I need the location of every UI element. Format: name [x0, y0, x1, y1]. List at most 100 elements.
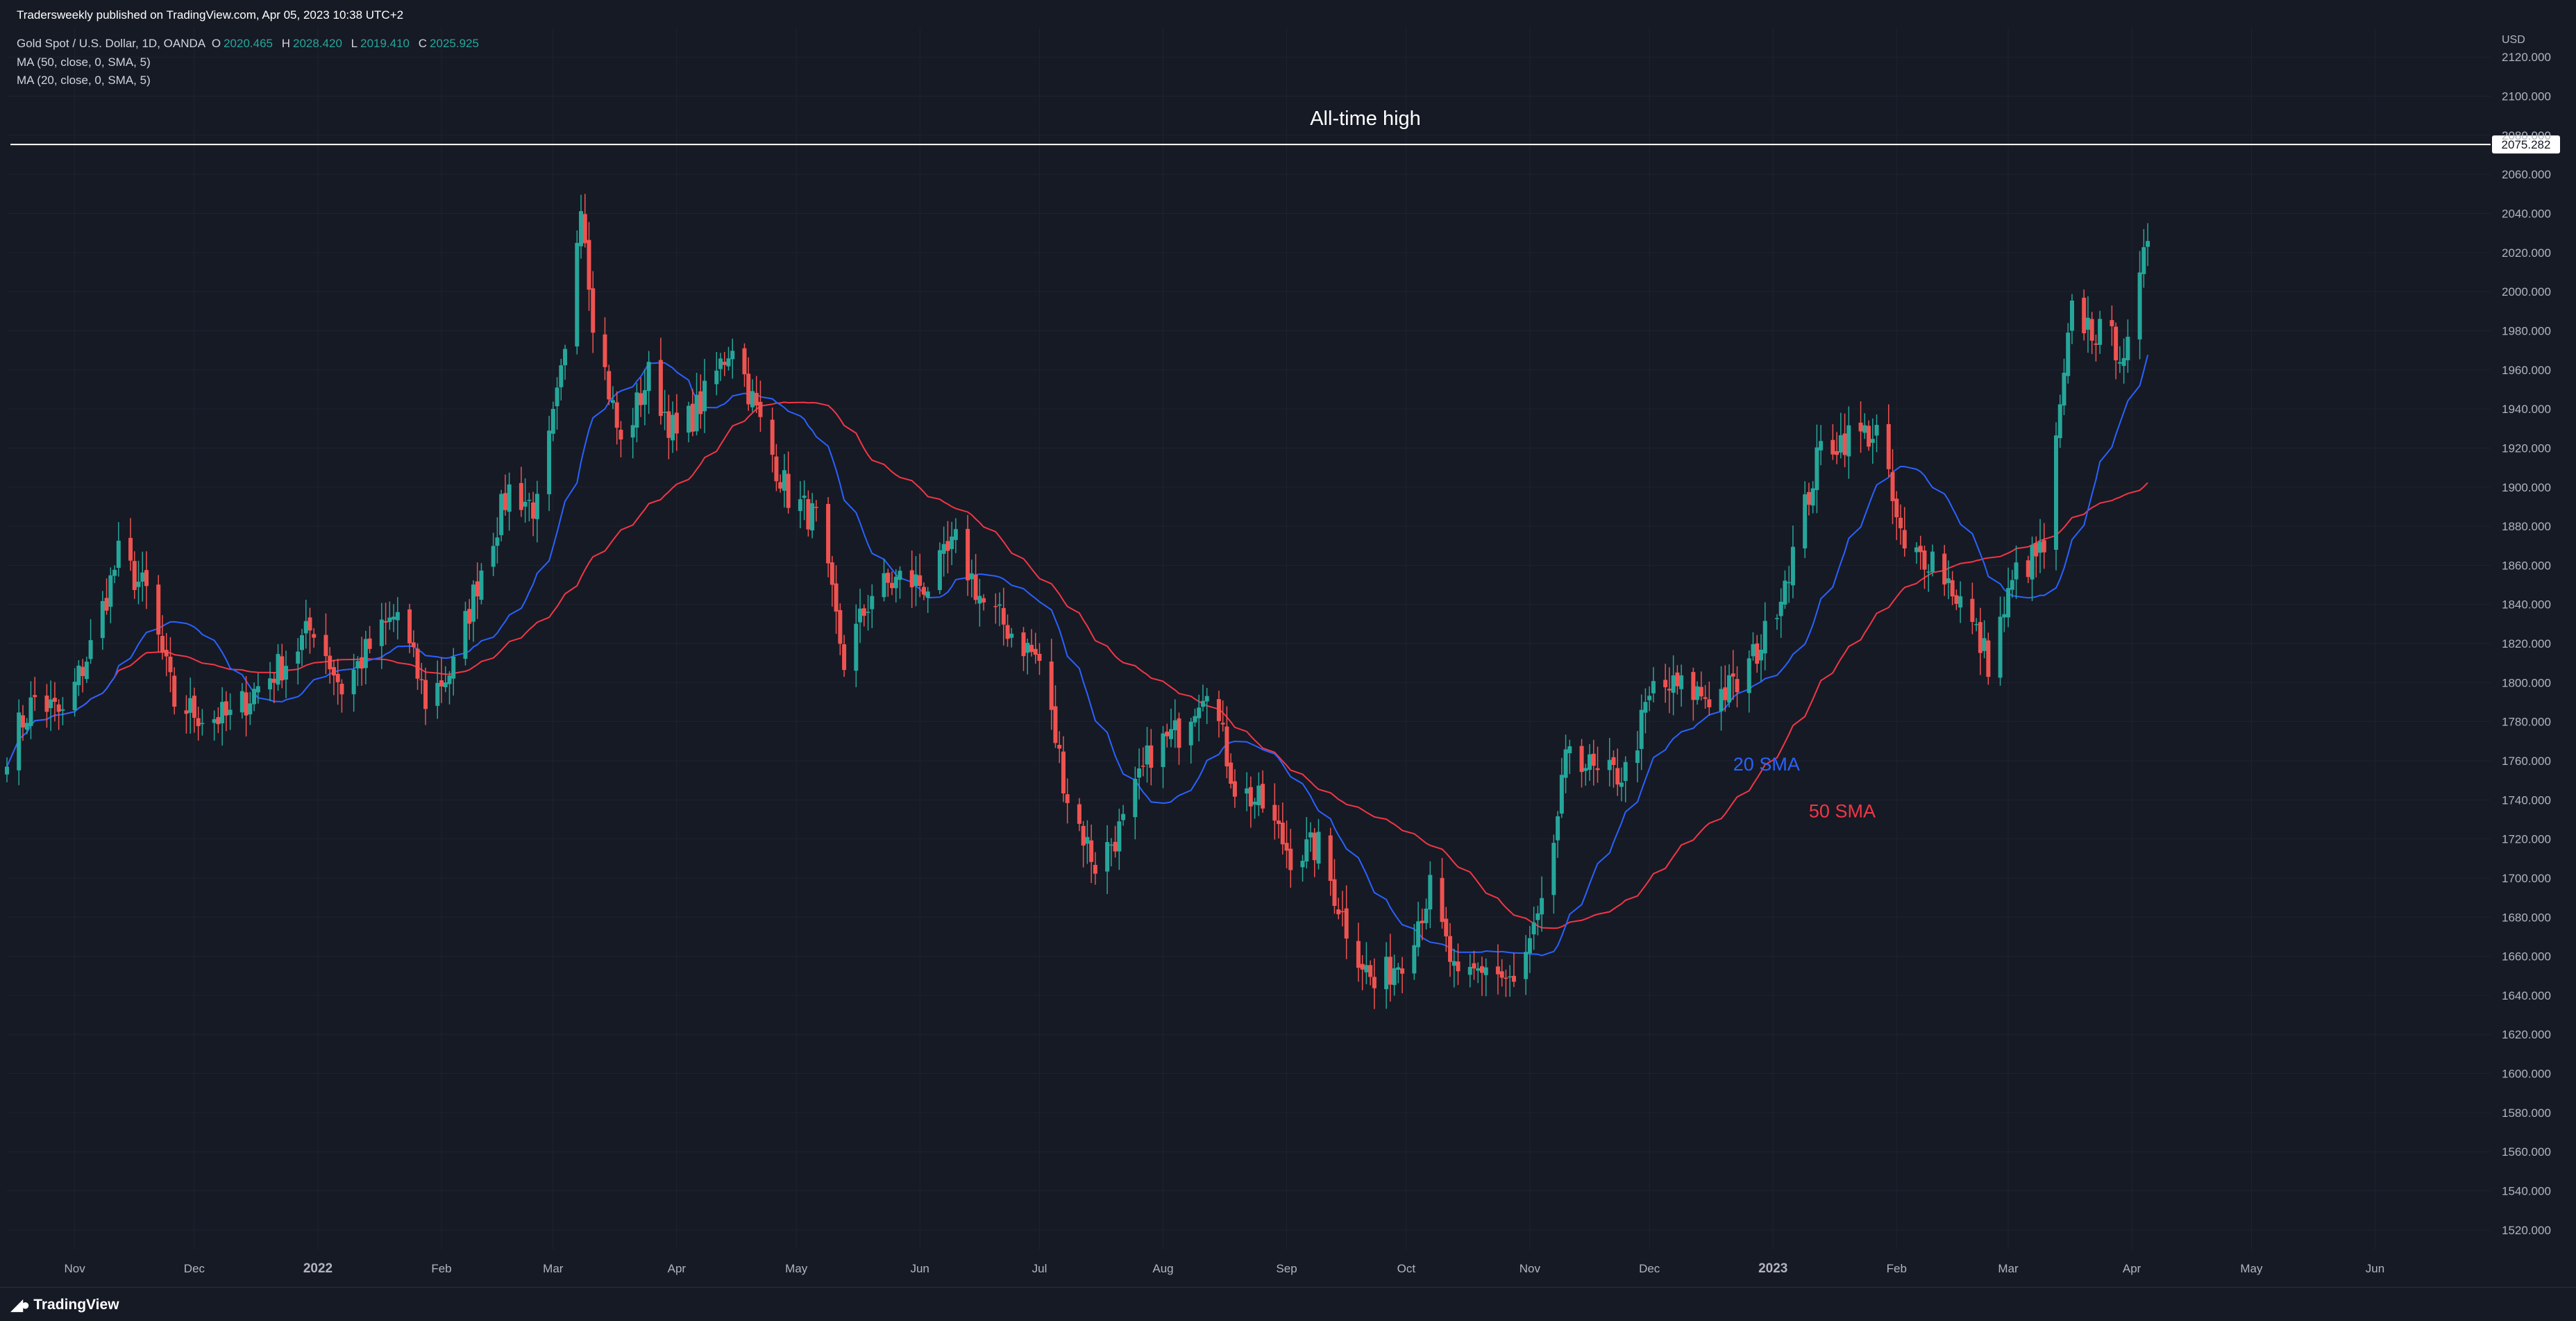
- candle-body: [1556, 816, 1560, 841]
- candle-body: [1061, 751, 1066, 793]
- candle-body: [499, 494, 504, 535]
- candle-body: [1364, 965, 1369, 973]
- candle-body: [1204, 696, 1209, 702]
- time-tick-label: Aug: [1152, 1262, 1173, 1275]
- price-tick-label: 1720.000: [2502, 833, 2551, 846]
- candle-body: [1172, 720, 1177, 730]
- candle-body: [1819, 441, 1824, 451]
- candle-body: [1416, 921, 1421, 948]
- candle-body: [1197, 707, 1202, 718]
- candle-body: [1356, 941, 1361, 968]
- candle-body: [2066, 333, 2071, 376]
- candle-body: [228, 709, 233, 715]
- time-tick-label: Jul: [1032, 1262, 1047, 1275]
- tradingview-brand[interactable]: ◢● TradingView: [11, 1296, 119, 1314]
- sma-annotation-label: 50 SMA: [1809, 801, 1876, 822]
- candle-body: [1105, 842, 1110, 872]
- indicator-ma-20-legend[interactable]: MA (20, close, 0, SMA, 5): [17, 74, 151, 87]
- candle-body: [870, 596, 875, 609]
- candle-body: [866, 612, 870, 613]
- tradingview-logo-icon: ◢●: [11, 1296, 30, 1313]
- candle-body: [1456, 961, 1460, 972]
- candle-body: [1511, 975, 1516, 982]
- candle-body: [1149, 745, 1154, 768]
- candle-body: [2125, 337, 2130, 360]
- candle-body: [1643, 702, 1648, 713]
- candle-body: [614, 402, 619, 428]
- candle-body: [662, 412, 667, 413]
- candle-body: [2038, 541, 2043, 553]
- price-tick-label: 2020.000: [2502, 246, 2551, 260]
- candle-body: [973, 574, 978, 600]
- candle-body: [523, 501, 528, 507]
- price-axis[interactable]: USD 1520.000 1540.000 1560.000 1580.000 1600.…: [2502, 34, 2551, 1237]
- candle-body: [658, 360, 663, 417]
- time-tick-label: Mar: [1998, 1262, 2019, 1275]
- candle-body: [519, 482, 523, 510]
- all-time-high-layer: 2075.282 All-time high: [10, 108, 2560, 154]
- candle-body: [1277, 820, 1281, 825]
- candle-body: [491, 546, 496, 567]
- price-tick-label: 1840.000: [2502, 598, 2551, 612]
- candle-body: [1567, 746, 1572, 754]
- price-tick-label: 2120.000: [2502, 51, 2551, 64]
- candle-body: [360, 657, 364, 669]
- candle-body: [1161, 733, 1165, 767]
- price-tick-label: 1900.000: [2502, 481, 2551, 494]
- indicator-ma-50-legend[interactable]: MA (50, close, 0, SMA, 5): [17, 56, 151, 69]
- candle-body: [1890, 472, 1895, 501]
- price-tick-label: 2080.000: [2502, 129, 2551, 142]
- time-axis[interactable]: Nov Dec 2022 Feb Mar Apr May Jun Jul Aug Sep Oct Nov…: [65, 1261, 2385, 1276]
- annotation-layer: 20 SMA 50 SMA: [1733, 754, 1876, 822]
- candle-body: [1109, 844, 1113, 846]
- candle-body: [1958, 596, 1963, 608]
- candle-body: [1595, 768, 1600, 771]
- candle-body: [977, 596, 982, 604]
- candle-body: [392, 616, 396, 620]
- candle-body: [1591, 753, 1596, 766]
- candle-body: [2034, 543, 2039, 557]
- candle-body: [774, 456, 779, 482]
- candle-body: [969, 573, 974, 580]
- candle-body: [200, 723, 205, 725]
- candle-body: [1778, 601, 1783, 616]
- candle-body: [1009, 633, 1014, 638]
- candle-body: [953, 529, 958, 540]
- candle-body: [72, 682, 77, 711]
- candle-body: [2082, 297, 2087, 334]
- candle-body: [507, 484, 512, 512]
- time-tick-label: 2023: [1758, 1261, 1787, 1276]
- candle-body: [1639, 709, 1644, 749]
- candle-body: [1312, 832, 1317, 861]
- candle-body: [1914, 547, 1919, 553]
- candle-body: [798, 499, 802, 512]
- candle-body: [1476, 968, 1481, 971]
- candle-body: [1360, 964, 1365, 970]
- candle-body: [2089, 319, 2094, 341]
- candle-body: [982, 598, 986, 603]
- candle-body: [1200, 700, 1205, 707]
- candle-body: [1830, 439, 1835, 455]
- candle-body: [188, 698, 193, 713]
- candle-body: [730, 351, 735, 360]
- candle-body: [1970, 598, 1975, 622]
- time-tick-label: Nov: [1519, 1262, 1541, 1275]
- candle-body: [144, 570, 149, 587]
- candle-body: [694, 394, 699, 432]
- candle-body: [1751, 644, 1756, 657]
- chart-grid: [7, 28, 2491, 1250]
- candle-body: [1930, 551, 1935, 572]
- candle-body: [1467, 966, 1472, 975]
- candle-body: [898, 571, 902, 580]
- candle-body: [1193, 716, 1197, 723]
- time-tick-label: May: [785, 1262, 808, 1275]
- candle-body: [1336, 909, 1341, 915]
- candle-body: [24, 723, 29, 730]
- candle-body: [1280, 823, 1285, 845]
- candle-body: [1922, 550, 1927, 570]
- candle-body: [834, 583, 839, 612]
- candle-body: [1025, 643, 1030, 653]
- candle-body: [1316, 832, 1321, 864]
- candle-body: [1344, 908, 1349, 939]
